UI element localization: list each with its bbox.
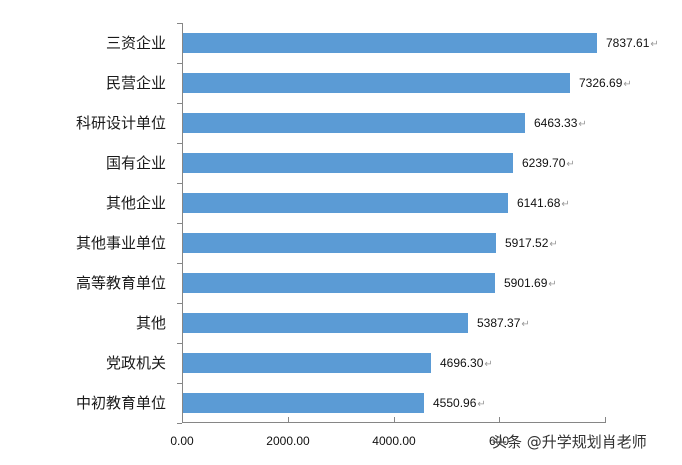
x-tick: [499, 417, 500, 422]
category-label: 其他事业单位: [75, 234, 166, 252]
y-tick: [177, 143, 182, 144]
value-text: 4696.30: [440, 356, 484, 370]
bar: [183, 153, 513, 173]
y-tick: [177, 343, 182, 344]
x-axis-line: [182, 422, 606, 423]
bar: [183, 393, 424, 413]
value-label: 5901.69↵: [504, 273, 557, 295]
category-label: 党政机关: [105, 354, 166, 372]
x-tick: [605, 417, 606, 422]
x-tick-label: 2000.00: [266, 434, 310, 448]
y-tick: [177, 223, 182, 224]
y-tick: [177, 303, 182, 304]
value-text: 7326.69: [579, 76, 623, 90]
return-mark-icon: ↵: [548, 279, 557, 290]
value-text: 5387.37: [477, 316, 521, 330]
bar: [183, 313, 468, 333]
bar: [183, 113, 525, 133]
return-mark-icon: ↵: [566, 159, 575, 170]
value-text: 6239.70: [522, 156, 566, 170]
value-text: 4550.96: [433, 396, 477, 410]
value-text: 7837.61: [606, 36, 650, 50]
y-tick: [177, 23, 182, 24]
bar: [183, 73, 570, 93]
x-tick: [288, 417, 289, 422]
value-label: 7326.69↵: [579, 73, 632, 95]
watermark: 头条 @升学规划肖老师: [492, 433, 647, 451]
value-label: 4550.96↵: [433, 393, 486, 415]
x-tick: [394, 417, 395, 422]
return-mark-icon: ↵: [484, 359, 493, 370]
category-label: 其他: [135, 314, 166, 332]
value-label: 5917.52↵: [505, 233, 558, 255]
y-tick: [177, 63, 182, 64]
value-label: 6463.33↵: [534, 113, 587, 135]
value-text: 5901.69: [504, 276, 548, 290]
value-text: 5917.52: [505, 236, 549, 250]
y-tick: [177, 423, 182, 424]
return-mark-icon: ↵: [650, 39, 659, 50]
value-label: 4696.30↵: [440, 353, 493, 375]
return-mark-icon: ↵: [623, 79, 632, 90]
y-tick: [177, 383, 182, 384]
category-label: 国有企业: [105, 154, 166, 172]
y-tick: [177, 103, 182, 104]
value-text: 6463.33: [534, 116, 578, 130]
category-label: 中初教育单位: [75, 394, 166, 412]
return-mark-icon: ↵: [578, 119, 587, 130]
x-tick-label: 4000.00: [372, 434, 416, 448]
category-label: 其他企业: [105, 194, 166, 212]
category-label: 民营企业: [105, 74, 166, 92]
value-label: 6239.70↵: [522, 153, 575, 175]
bar: [183, 33, 597, 53]
x-tick-label: 0.00: [170, 434, 194, 448]
category-label: 三资企业: [105, 34, 166, 52]
value-label: 7837.61↵: [606, 33, 659, 55]
y-axis-line: [182, 23, 183, 423]
x-tick-label: 600: [488, 434, 510, 448]
y-tick: [177, 263, 182, 264]
y-tick: [177, 183, 182, 184]
return-mark-icon: ↵: [549, 239, 558, 250]
return-mark-icon: ↵: [521, 319, 530, 330]
value-text: 6141.68: [517, 196, 561, 210]
bar: [183, 353, 431, 373]
return-mark-icon: ↵: [561, 199, 570, 210]
bar: [183, 273, 495, 293]
category-label: 科研设计单位: [75, 114, 166, 132]
bar: [183, 193, 508, 213]
value-label: 6141.68↵: [517, 193, 570, 215]
category-label: 高等教育单位: [75, 274, 166, 292]
bar: [183, 233, 496, 253]
return-mark-icon: ↵: [477, 399, 486, 410]
value-label: 5387.37↵: [477, 313, 530, 335]
